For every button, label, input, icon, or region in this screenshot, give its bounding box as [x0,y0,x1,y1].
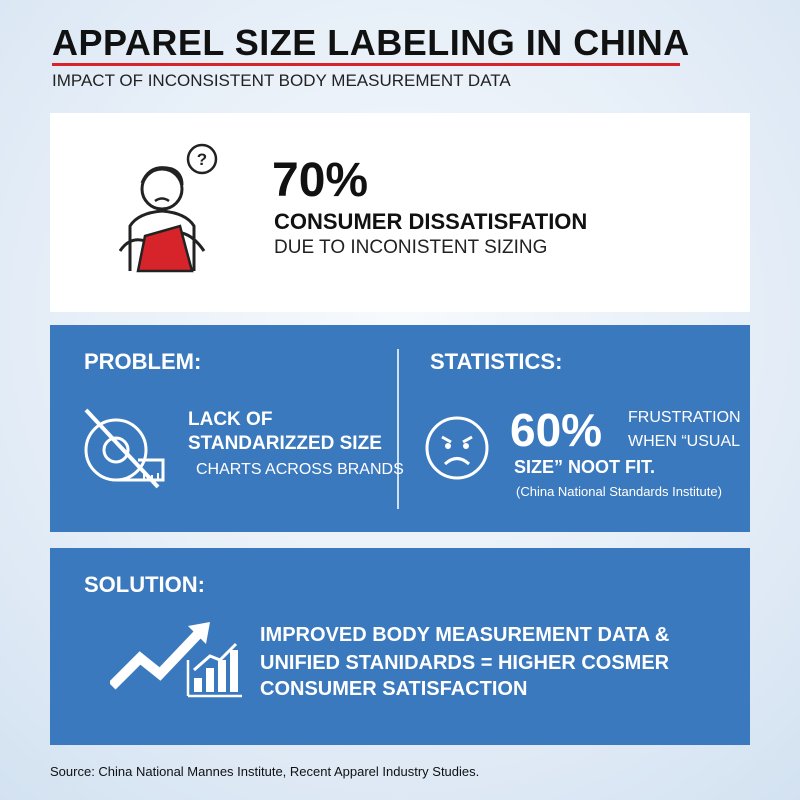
problem-heading: PROBLEM: [84,349,202,374]
problem-line: CHARTS ACROSS BRANDS [196,461,404,478]
solution-line: UNIFIED STANIDARDS = HIGHER COSMER [260,652,670,674]
growth-icon [110,622,242,698]
statistics-line: WHEN “USUAL [628,433,741,450]
problem-line: LACK OF [188,409,273,430]
tape-measure-icon [84,408,165,489]
statistics-heading: STATISTICS: [430,349,563,374]
svg-text:?: ? [197,150,207,169]
footer-source: Source: China National Mannes Institute,… [50,764,480,779]
solution-heading: SOLUTION: [84,572,205,597]
statistics-line: FRUSTRATION [628,409,741,426]
solution-panel: SOLUTION: IMPROVED BODY MEASUREMENT DATA… [50,548,750,745]
highlight-detail: DUE TO INCONISTENT SIZING [274,237,548,258]
title-underline [52,63,680,66]
statistics-figure: 60% [510,404,603,456]
title: APPAREL SIZE LABELING IN CHINA [52,22,690,63]
problem-line: STANDARIZZED SIZE [188,433,382,454]
highlight-headline: CONSUMER DISSATISFATION [274,209,588,234]
frown-icon [425,416,489,480]
confused-person-icon: ? [118,143,218,273]
solution-line: CONSUMER SATISFACTION [260,678,528,700]
statistics-line: SIZE” NOOT FIT. [514,457,656,477]
highlight-figure: 70% [272,154,369,207]
divider [397,349,399,509]
problem-statistics-panel: PROBLEM: LACK OF STANDARIZZED SIZE CHART… [50,325,750,532]
statistics-source: (China National Standards Institute) [516,484,722,499]
highlight-card: ? 70% CONSUMER DISSATISFATION DUE TO INC… [50,113,750,312]
solution-line: IMPROVED BODY MEASUREMENT DATA & [260,624,670,646]
subtitle: IMPACT OF INCONSISTENT BODY MEASUREMENT … [52,71,511,90]
